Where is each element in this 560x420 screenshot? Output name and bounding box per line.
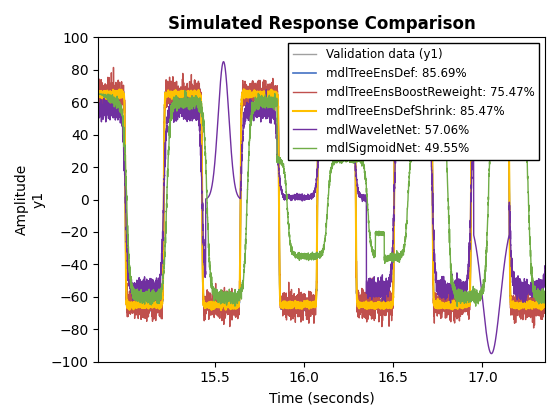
mdlWaveletNet: 57.06%: (15.6, 85): 57.06%: (15.6, 85)	[220, 59, 227, 64]
mdlTreeEnsDef: 85.69%: (15.8, 64.8): 85.69%: (15.8, 64.8)	[266, 92, 273, 97]
mdlTreeEnsDefShrink: 85.47%: (16.6, 69.1): 85.47%: (16.6, 69.1)	[405, 85, 412, 90]
mdlSigmoidNet: 49.55%: (17.4, -58.4): 49.55%: (17.4, -58.4)	[542, 292, 548, 297]
Legend: Validation data (y1), mdlTreeEnsDef: 85.69%, mdlTreeEnsBoostReweight: 75.47%, md: Validation data (y1), mdlTreeEnsDef: 85.…	[288, 43, 539, 160]
X-axis label: Time (seconds): Time (seconds)	[269, 391, 375, 405]
mdlSigmoidNet: 49.55%: (15.3, 67.2): 49.55%: (15.3, 67.2)	[181, 88, 188, 93]
mdlTreeEnsDefShrink: 85.47%: (15.3, 65.4): 85.47%: (15.3, 65.4)	[176, 91, 183, 96]
mdlTreeEnsBoostReweight: 75.47%: (16.7, 45.2): 75.47%: (16.7, 45.2)	[428, 123, 435, 129]
mdlTreeEnsDefShrink: 85.47%: (17.4, -64.4): 85.47%: (17.4, -64.4)	[542, 302, 548, 307]
Validation data (y1)	[428, 113, 435, 118]
Validation data (y1)	[176, 92, 183, 97]
mdlTreeEnsDef: 85.69%: (16.7, 52.6): 85.69%: (16.7, 52.6)	[428, 112, 435, 117]
Validation data (y1)	[102, 92, 109, 97]
mdlTreeEnsBoostReweight: 75.47%: (14.9, 81.4): 75.47%: (14.9, 81.4)	[110, 65, 117, 70]
mdlTreeEnsDef: 85.69%: (16.5, -66.5): 85.69%: (16.5, -66.5)	[386, 305, 393, 310]
Validation data (y1)	[141, 302, 147, 307]
mdlWaveletNet: 57.06%: (16.3, -0.448): 57.06%: (16.3, -0.448)	[363, 198, 370, 203]
Y-axis label: Amplitude
y1: Amplitude y1	[15, 164, 45, 235]
mdlSigmoidNet: 49.55%: (16.3, 7.54): 49.55%: (16.3, 7.54)	[363, 185, 370, 190]
Line: mdlTreeEnsBoostReweight: 75.47%: mdlTreeEnsBoostReweight: 75.47%	[99, 68, 545, 328]
mdlTreeEnsBoostReweight: 75.47%: (15.3, 68.3): 75.47%: (15.3, 68.3)	[176, 86, 183, 91]
Validation data (y1)	[542, 302, 548, 307]
mdlTreeEnsDefShrink: 85.47%: (14.8, 66.8): 85.47%: (14.8, 66.8)	[95, 89, 102, 94]
mdlTreeEnsDefShrink: 85.47%: (16.3, -65.4): 85.47%: (16.3, -65.4)	[363, 303, 370, 308]
mdlWaveletNet: 57.06%: (15.8, 53.9): 57.06%: (15.8, 53.9)	[266, 110, 273, 115]
mdlTreeEnsDefShrink: 85.47%: (15.5, -68.2): 85.47%: (15.5, -68.2)	[218, 307, 225, 312]
mdlSigmoidNet: 49.55%: (14.8, 65): 49.55%: (14.8, 65)	[95, 92, 102, 97]
Line: mdlTreeEnsDef: 85.69%: mdlTreeEnsDef: 85.69%	[99, 86, 545, 312]
Validation data (y1)	[95, 92, 102, 97]
mdlWaveletNet: 57.06%: (16.7, 18.1): 57.06%: (16.7, 18.1)	[428, 168, 435, 173]
Validation data (y1)	[463, 302, 469, 307]
mdlTreeEnsBoostReweight: 75.47%: (17.4, -64.3): 75.47%: (17.4, -64.3)	[542, 301, 548, 306]
mdlTreeEnsDef: 85.69%: (16.4, -65.1): 85.69%: (16.4, -65.1)	[363, 303, 370, 308]
Validation data (y1)	[363, 302, 370, 307]
mdlTreeEnsBoostReweight: 75.47%: (16.5, -68.6): 75.47%: (16.5, -68.6)	[386, 308, 393, 313]
mdlTreeEnsDef: 85.69%: (15.7, 70.1): 85.69%: (15.7, 70.1)	[241, 83, 248, 88]
mdlTreeEnsBoostReweight: 75.47%: (15.8, 61.1): 75.47%: (15.8, 61.1)	[266, 98, 273, 103]
mdlTreeEnsDefShrink: 85.47%: (15.8, 66.1): 85.47%: (15.8, 66.1)	[266, 90, 273, 95]
mdlSigmoidNet: 49.55%: (15.3, 60.3): 49.55%: (15.3, 60.3)	[176, 99, 183, 104]
mdlTreeEnsDef: 85.69%: (17.4, -61.6): 85.69%: (17.4, -61.6)	[542, 297, 548, 302]
mdlSigmoidNet: 49.55%: (16.7, 63.3): 49.55%: (16.7, 63.3)	[428, 94, 435, 99]
mdlSigmoidNet: 49.55%: (16.9, -57.5): 49.55%: (16.9, -57.5)	[463, 290, 469, 295]
Line: Validation data (y1): Validation data (y1)	[99, 94, 545, 305]
mdlWaveletNet: 57.06%: (14.8, 55.1): 57.06%: (14.8, 55.1)	[95, 108, 102, 113]
Validation data (y1)	[266, 92, 273, 97]
mdlTreeEnsDef: 85.69%: (14.8, 67.4): 85.69%: (14.8, 67.4)	[95, 88, 102, 93]
mdlTreeEnsBoostReweight: 75.47%: (16.3, -65.5): 75.47%: (16.3, -65.5)	[363, 303, 370, 308]
mdlTreeEnsDef: 85.69%: (15.3, 67.7): 85.69%: (15.3, 67.7)	[176, 87, 183, 92]
mdlWaveletNet: 57.06%: (17, -95): 57.06%: (17, -95)	[488, 351, 495, 356]
Validation data (y1)	[386, 302, 393, 307]
mdlTreeEnsDef: 85.69%: (15.6, -69.7): 85.69%: (15.6, -69.7)	[226, 310, 232, 315]
mdlTreeEnsDefShrink: 85.47%: (16.9, -64.9): 85.47%: (16.9, -64.9)	[463, 302, 469, 307]
mdlSigmoidNet: 49.55%: (16.5, -35.4): 49.55%: (16.5, -35.4)	[386, 255, 393, 260]
mdlSigmoidNet: 49.55%: (16.9, -65.9): 49.55%: (16.9, -65.9)	[454, 304, 460, 309]
mdlTreeEnsDefShrink: 85.47%: (16.5, -63.9): 85.47%: (16.5, -63.9)	[386, 301, 393, 306]
mdlTreeEnsBoostReweight: 75.47%: (17.3, -79.2): 75.47%: (17.3, -79.2)	[530, 326, 537, 331]
mdlWaveletNet: 57.06%: (16.5, -53.7): 57.06%: (16.5, -53.7)	[386, 284, 393, 289]
mdlWaveletNet: 57.06%: (15.3, 53.9): 57.06%: (15.3, 53.9)	[176, 110, 183, 115]
mdlTreeEnsDefShrink: 85.47%: (16.7, 51.7): 85.47%: (16.7, 51.7)	[428, 113, 435, 118]
mdlTreeEnsBoostReweight: 75.47%: (16.9, -68): 75.47%: (16.9, -68)	[463, 307, 469, 312]
mdlTreeEnsDef: 85.69%: (16.9, -64.3): 85.69%: (16.9, -64.3)	[463, 301, 469, 306]
Line: mdlWaveletNet: 57.06%: mdlWaveletNet: 57.06%	[99, 62, 545, 354]
Line: mdlTreeEnsDefShrink: 85.47%: mdlTreeEnsDefShrink: 85.47%	[99, 87, 545, 310]
Title: Simulated Response Comparison: Simulated Response Comparison	[168, 15, 475, 33]
mdlWaveletNet: 57.06%: (16.9, -51.9): 57.06%: (16.9, -51.9)	[463, 281, 469, 286]
mdlTreeEnsBoostReweight: 75.47%: (14.8, 63.3): 75.47%: (14.8, 63.3)	[95, 94, 102, 99]
mdlSigmoidNet: 49.55%: (15.8, 60.4): 49.55%: (15.8, 60.4)	[266, 99, 273, 104]
mdlWaveletNet: 57.06%: (17.4, -42.4): 57.06%: (17.4, -42.4)	[542, 266, 548, 271]
Line: mdlSigmoidNet: 49.55%: mdlSigmoidNet: 49.55%	[99, 91, 545, 306]
